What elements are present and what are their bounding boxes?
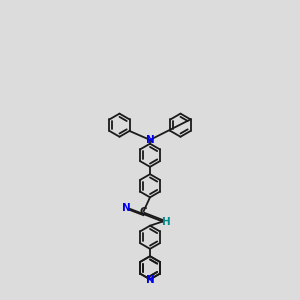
Text: N: N	[122, 203, 131, 213]
Text: H: H	[162, 217, 171, 226]
Text: N: N	[146, 275, 154, 285]
Text: N: N	[146, 135, 154, 145]
Text: C: C	[140, 207, 147, 217]
